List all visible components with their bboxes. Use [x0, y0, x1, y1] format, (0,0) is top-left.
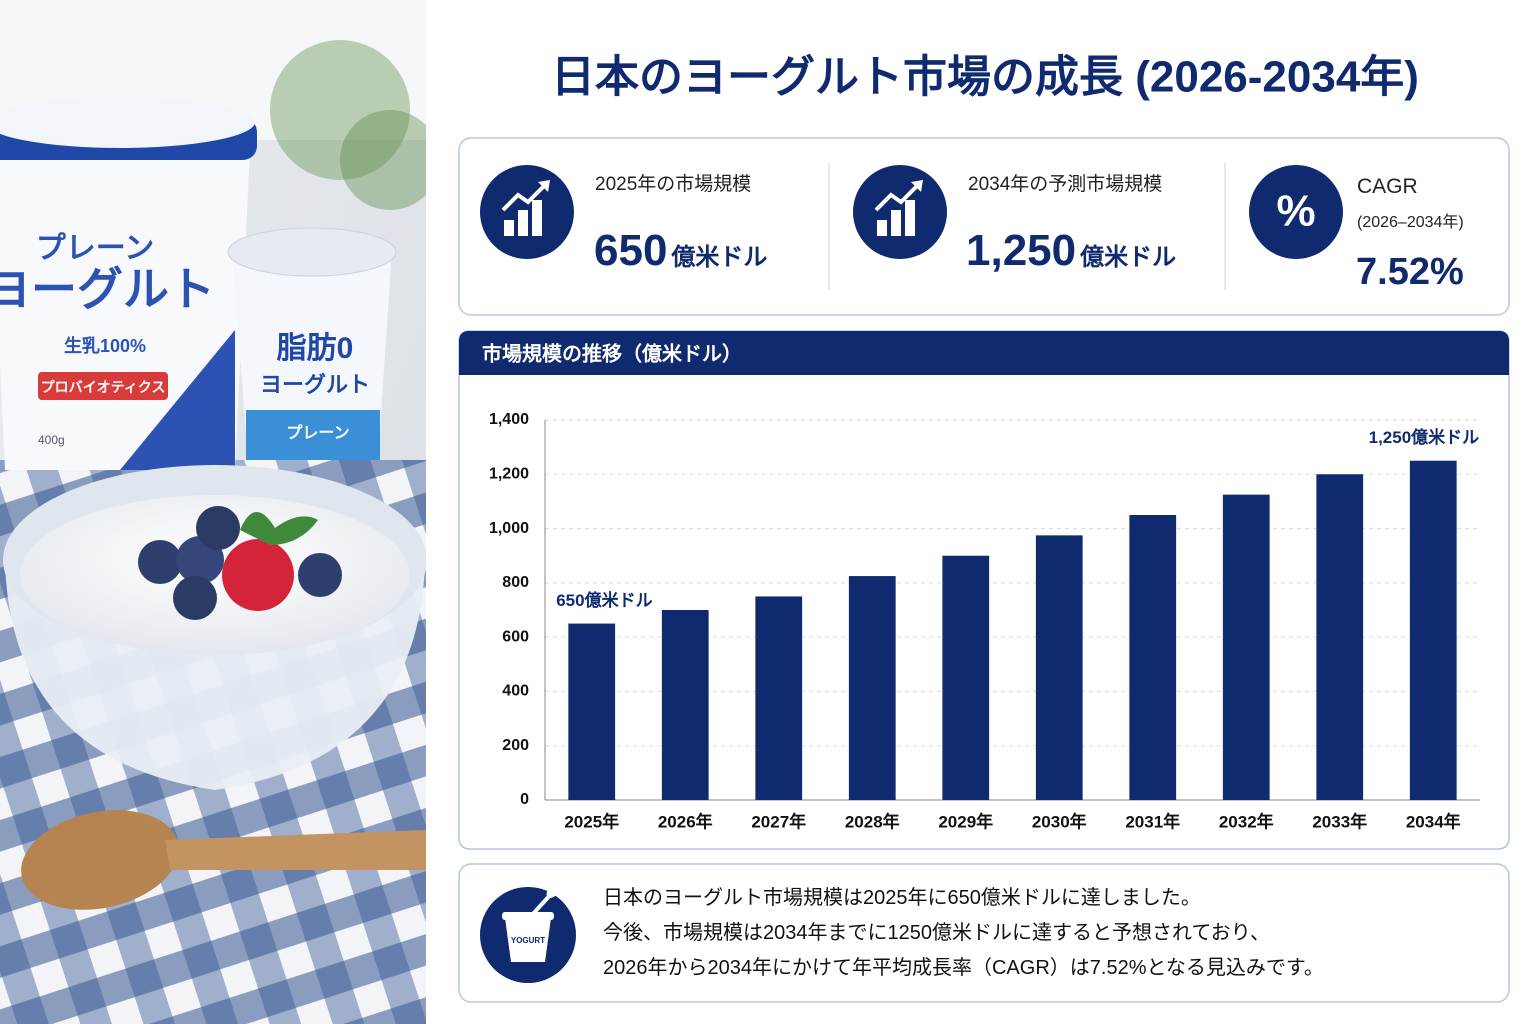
tub-text: 400g — [38, 433, 65, 447]
y-tick-label: 0 — [520, 791, 529, 808]
y-tick-label: 400 — [502, 683, 529, 700]
bar — [942, 555, 990, 800]
kpi-label: 2034年の予測市場規模 — [968, 173, 1162, 195]
kpi-value: 650 億米ドル — [594, 226, 767, 275]
page-title: 日本のヨーグルト市場の成長 (2026-2034年) — [551, 53, 1419, 102]
tub-text: ヨーグルト — [0, 263, 215, 315]
bar — [755, 596, 803, 800]
bar — [1129, 515, 1177, 800]
summary-text: 日本のヨーグルト市場規模は2025年に650億米ドルに達しました。 — [603, 886, 1201, 909]
bar-chart: 0 200 400 600 800 1,000 1,200 1,400 2025年 650億米ドル… — [489, 411, 1480, 831]
x-tick-label: 2029年 — [938, 811, 993, 831]
x-tick-label: 2033年 — [1312, 811, 1367, 831]
bar — [1409, 460, 1457, 800]
kpi-icon — [1249, 165, 1343, 259]
tub-text: プレーン — [36, 232, 155, 265]
kpi-label: 2025年の市場規模 — [595, 173, 751, 195]
kpi-value: 1,250 億米ドル — [966, 226, 1176, 275]
x-tick-label: 2025年 — [564, 811, 619, 831]
y-tick-label: 200 — [502, 737, 529, 754]
x-tick-label: 2030年 — [1032, 811, 1087, 831]
photo: プレーン ヨーグルト 生乳100% プロバイオティクス 400g 脂肪0 ヨーグ… — [0, 0, 426, 1024]
kpi-unit: 億米ドル — [1079, 244, 1176, 271]
summary-icon — [480, 884, 576, 983]
kpi-icon — [480, 165, 574, 259]
data-label: 1,250億米ドル — [1369, 427, 1480, 447]
tub-text: ヨーグルト — [260, 372, 370, 397]
kpi-number: 650 — [594, 226, 667, 275]
bar — [568, 623, 616, 800]
y-tick-label: 800 — [502, 574, 529, 591]
x-tick-label: 2026年 — [658, 811, 713, 831]
kpi-number: 1,250 — [966, 226, 1076, 275]
chart-title: 市場規模の推移（億米ドル） — [482, 341, 742, 365]
bar — [1316, 474, 1364, 800]
x-tick-label: 2034年 — [1406, 811, 1461, 831]
kpi-icon-text: % — [1276, 187, 1315, 236]
x-tick-label: 2031年 — [1125, 811, 1180, 831]
tub-text: 脂肪0 — [277, 332, 354, 365]
bar — [848, 576, 896, 800]
x-tick-label: 2028年 — [845, 811, 900, 831]
y-tick-label: 1,400 — [489, 411, 529, 428]
summary-text: 2026年から2034年にかけて年平均成長率（CAGR）は7.52%となる見込み… — [603, 956, 1324, 979]
chart-header — [459, 331, 1509, 375]
summary-text: 今後、市場規模は2034年までに1250億米ドルに達すると予想されており、 — [603, 921, 1270, 944]
bar — [1035, 535, 1083, 800]
kpi-icon — [853, 165, 947, 259]
summary-panel — [458, 863, 1510, 1003]
bar — [1222, 494, 1270, 800]
kpi-label: CAGR — [1357, 175, 1418, 198]
kpi-unit: 億米ドル — [670, 244, 767, 271]
bar — [661, 610, 709, 800]
kpi-number: 7.52% — [1356, 251, 1464, 293]
kpi-sublabel: (2026–2034年) — [1357, 213, 1464, 231]
data-label: 650億米ドル — [556, 590, 652, 610]
kpi-panel — [458, 137, 1510, 316]
y-tick-label: 600 — [502, 628, 529, 645]
x-tick-label: 2027年 — [751, 811, 806, 831]
tub-text: プレーン — [286, 423, 349, 442]
y-tick-label: 1,000 — [489, 520, 529, 537]
tub-text: プロバイオティクス — [41, 379, 166, 395]
tub-text: 生乳100% — [64, 335, 146, 356]
x-tick-label: 2032年 — [1219, 811, 1274, 831]
y-tick-label: 1,200 — [489, 466, 529, 483]
summary-icon-text: YOGURT — [511, 936, 545, 945]
